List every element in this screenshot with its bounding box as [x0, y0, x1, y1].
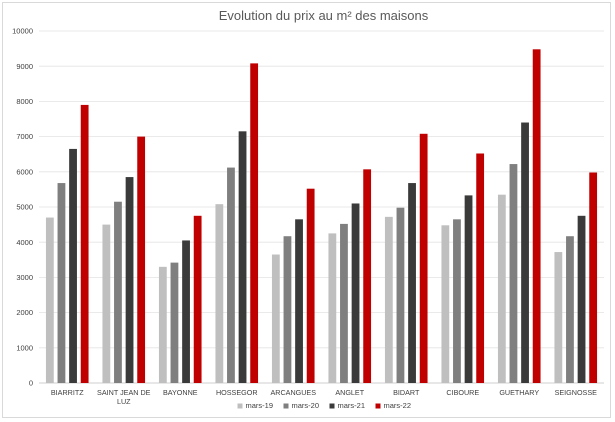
x-category-label: CIBOURE	[446, 388, 479, 397]
bar	[351, 203, 360, 383]
bar	[441, 225, 450, 383]
y-tick-label: 3000	[16, 273, 33, 282]
legend: mars-19 mars-20 mars-21 mars-22	[237, 401, 412, 410]
x-category-label: BIDART	[393, 388, 420, 397]
chart-frame: Evolution du prix au m² des maisons 0 100…	[2, 2, 611, 418]
bar	[80, 104, 89, 384]
bar	[384, 216, 393, 383]
gridlines	[39, 30, 604, 384]
y-tick-label: 2000	[16, 308, 33, 317]
bar	[408, 183, 416, 383]
x-category-label-line: LUZ	[117, 397, 131, 406]
x-category-label-line: SEIGNOSSE	[555, 388, 598, 397]
bar	[476, 153, 485, 383]
legend-swatch	[283, 403, 289, 409]
legend-swatch	[329, 403, 335, 409]
bar	[170, 262, 179, 383]
legend-swatch	[237, 403, 243, 409]
x-category-label: BAYONNE	[163, 388, 198, 397]
y-tick-label: 1000	[16, 343, 33, 352]
bar	[419, 133, 428, 383]
bar	[566, 236, 574, 383]
y-tick-label: 4000	[16, 238, 33, 247]
y-tick-label: 10000	[12, 27, 33, 36]
bar	[464, 195, 473, 383]
bar	[57, 183, 66, 383]
bar	[453, 219, 461, 383]
legend-label: mars-22	[384, 401, 412, 410]
bar	[102, 224, 111, 383]
x-category-label: GUETHARY	[499, 388, 539, 397]
bar	[238, 131, 247, 383]
bar	[497, 194, 506, 383]
bar	[182, 240, 190, 383]
bar	[271, 254, 280, 383]
x-category-label-line: CIBOURE	[446, 388, 479, 397]
x-category-label: ARCANGUES	[270, 388, 316, 397]
x-axis: BIARRITZ SAINT JEAN DE LUZ BAYONNE HOSSEGOR A…	[51, 388, 597, 406]
x-category-label: SAINT JEAN DE LUZ	[97, 388, 151, 406]
bar	[509, 164, 518, 383]
x-category-label-line: BIDART	[393, 388, 420, 397]
x-category-label-line: GUETHARY	[499, 388, 539, 397]
y-tick-label: 8000	[16, 97, 33, 106]
x-category-label: SEIGNOSSE	[555, 388, 598, 397]
bar	[114, 201, 122, 383]
bar	[45, 217, 54, 383]
x-category-label: ANGLET	[335, 388, 364, 397]
bar	[227, 167, 235, 383]
bar	[577, 215, 586, 383]
y-axis: 0 1000 2000 3000 4000 5000 6000 7000 8000 9000 100…	[12, 27, 33, 388]
x-category-label-line: ARCANGUES	[270, 388, 316, 397]
x-category-label-line: BAYONNE	[163, 388, 198, 397]
chart-title: Evolution du prix au m² des maisons	[219, 8, 429, 23]
x-category-label-line: ANGLET	[335, 388, 364, 397]
bar	[283, 236, 292, 383]
bars	[45, 49, 598, 384]
legend-label: mars-19	[246, 401, 274, 410]
y-tick-label: 5000	[16, 203, 33, 212]
bar	[69, 148, 77, 383]
bar	[193, 215, 202, 383]
bar	[521, 122, 529, 384]
bar	[250, 63, 259, 383]
x-category-label-line: SAINT JEAN DE	[97, 388, 151, 397]
bar-chart: Evolution du prix au m² des maisons 0 100…	[12, 8, 604, 410]
bar	[340, 223, 348, 383]
x-category-label: HOSSEGOR	[216, 388, 258, 397]
bar	[125, 177, 134, 383]
bar	[396, 207, 405, 383]
y-tick-label: 9000	[16, 62, 33, 71]
bar	[137, 136, 146, 383]
legend-label: mars-20	[292, 401, 320, 410]
legend-label: mars-21	[338, 401, 366, 410]
bar	[328, 233, 337, 383]
x-category-label-line: HOSSEGOR	[216, 388, 258, 397]
bar	[158, 266, 167, 383]
y-tick-label: 0	[29, 379, 33, 388]
bar	[532, 49, 541, 383]
x-category-label: BIARRITZ	[51, 388, 84, 397]
x-category-label-line: BIARRITZ	[51, 388, 84, 397]
bar	[215, 204, 224, 383]
bar	[306, 188, 315, 383]
bar	[295, 219, 303, 383]
legend-swatch	[375, 403, 381, 409]
bar	[554, 252, 563, 383]
y-tick-label: 6000	[16, 167, 33, 176]
bar	[589, 172, 598, 383]
bar	[363, 169, 372, 383]
y-tick-label: 7000	[16, 132, 33, 141]
